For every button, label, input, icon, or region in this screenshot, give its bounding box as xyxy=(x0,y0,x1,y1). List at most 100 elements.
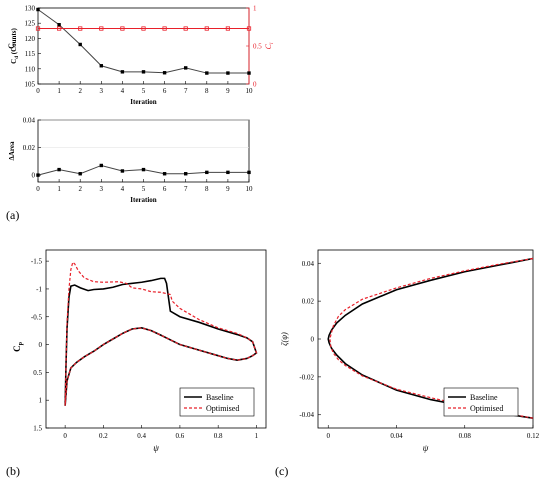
panel-label-c: (c) xyxy=(275,464,289,478)
a-top-cd-marker xyxy=(57,23,61,27)
a-top-y-right-label: Cl xyxy=(264,42,275,49)
a-top-x-tick-label: 5 xyxy=(142,87,146,95)
a-top-cl-marker xyxy=(162,26,167,31)
a-top-cl-marker xyxy=(35,26,41,31)
b-x-axis-label: ψ xyxy=(153,443,159,453)
a-top-cd-marker xyxy=(78,42,82,47)
a-bottom-area-marker xyxy=(247,170,251,175)
a-bottom-x-tick-label: 9 xyxy=(226,185,230,193)
panel-label-b: (b) xyxy=(6,464,20,478)
c-y-tick-label: -0.04 xyxy=(299,411,314,419)
a-top-x-tick-label: 9 xyxy=(226,87,230,95)
a-bottom-area-marker xyxy=(120,169,125,173)
a-top-x-tick-label: 2 xyxy=(78,87,82,95)
a-bottom-area-marker xyxy=(57,167,61,172)
a-top-cl-marker xyxy=(246,26,252,31)
a-bottom-area-marker xyxy=(36,173,40,177)
b-legend-label: Optimised xyxy=(206,404,239,413)
b-y-tick-label: -1 xyxy=(36,285,42,293)
a-top-cl-marker xyxy=(99,26,104,31)
a-top-yr-tick-label: 1 xyxy=(253,5,257,13)
a-bottom-x-tick-label: 4 xyxy=(121,185,125,193)
a-bottom-y-tick-label: 0.02 xyxy=(23,144,36,152)
c-x-tick-label: 0.12 xyxy=(527,432,540,440)
a-top-cl-marker xyxy=(57,26,62,31)
a-top-x-tick-label: 1 xyxy=(57,87,61,95)
c-y-tick-label: 0 xyxy=(311,336,315,344)
a-bottom-x-tick-label: 10 xyxy=(246,185,254,193)
c-legend-box xyxy=(443,387,519,417)
c-legend-label: Baseline xyxy=(470,393,498,402)
b-legend-label: Baseline xyxy=(206,393,234,402)
a-top-x-tick-label: 6 xyxy=(163,87,167,95)
b-baseline-curve xyxy=(64,277,258,406)
a-top-y-tick-label: 115 xyxy=(25,50,36,58)
c-x-tick-label: 0.08 xyxy=(459,432,472,440)
c-optimised-curve xyxy=(329,257,534,419)
a-bottom-x-tick-label: 0 xyxy=(36,185,40,193)
b-x-tick-label: 0.2 xyxy=(99,432,108,440)
a-top-cl-marker xyxy=(204,26,209,31)
a-top-cd-marker xyxy=(247,71,251,75)
a-top-x-tick-label: 3 xyxy=(100,87,104,95)
a-top-x-tick-label: 4 xyxy=(121,87,125,95)
c-y-tick-label: 0.02 xyxy=(302,298,315,306)
a-top-yr-tick-label: 0.5 xyxy=(253,43,262,51)
a-top-y-tick-label: 125 xyxy=(25,20,36,28)
c-x-axis-label: ψ xyxy=(423,443,429,453)
a-top-x-tick-label: 7 xyxy=(184,87,188,95)
a-top-cd-marker xyxy=(141,70,146,74)
a-top-x-tick-label: 8 xyxy=(205,87,209,95)
a-top-cl-marker xyxy=(225,26,230,31)
a-bottom-x-tick-label: 1 xyxy=(57,185,61,193)
b-x-tick-label: 0.8 xyxy=(214,432,223,440)
a-bottom-x-axis-label: Iteration xyxy=(130,196,157,204)
a-top-y-tick-label: 110 xyxy=(25,65,36,73)
a-bottom-area-marker xyxy=(184,172,188,176)
a-bottom-y-tick-label: 0 xyxy=(32,172,36,180)
a-top-cd-line xyxy=(37,9,249,74)
a-top-cd-marker xyxy=(120,70,125,74)
a-bottom-area-marker xyxy=(78,172,82,176)
a-bottom-area-marker xyxy=(205,170,209,175)
c-legend-label: Optimised xyxy=(470,404,503,413)
a-top-cd-marker xyxy=(36,7,40,12)
b-optimised-curve xyxy=(64,261,258,406)
b-y-axis-label: Cp xyxy=(12,341,24,352)
a-bottom-x-tick-label: 6 xyxy=(163,185,167,193)
b-y-tick-label: 0.5 xyxy=(33,369,42,377)
a-bottom-x-tick-label: 5 xyxy=(142,185,146,193)
a-top-yr-tick-label: 0 xyxy=(253,81,257,89)
a-bottom-x-tick-label: 3 xyxy=(100,185,104,193)
a-bottom-x-tick-label: 8 xyxy=(205,185,209,193)
a-top-y-label-rich: Cd (Counts) xyxy=(10,28,20,64)
b-y-tick-label: -0.5 xyxy=(31,313,43,321)
a-top-y-axis-label: C xyxy=(7,43,16,49)
a-bottom-area-marker xyxy=(141,167,146,172)
b-x-tick-label: 0.6 xyxy=(176,432,185,440)
c-baseline-curve xyxy=(327,257,534,419)
a-top-cl-marker xyxy=(120,26,125,31)
panel-label-a: (a) xyxy=(6,208,20,222)
a-top-x-tick-label: 0 xyxy=(36,87,40,95)
c-y-tick-label: 0.04 xyxy=(302,260,315,268)
a-bottom-area-marker xyxy=(99,163,103,168)
c-x-tick-label: 0 xyxy=(326,432,330,440)
a-top-cd-marker xyxy=(162,71,167,75)
a-bottom-area-marker xyxy=(162,172,167,176)
b-x-tick-label: 0 xyxy=(63,432,67,440)
a-top-cl-marker xyxy=(141,26,146,31)
a-bottom-x-tick-label: 2 xyxy=(78,185,82,193)
a-top-y-tick-label: 105 xyxy=(25,81,36,89)
b-x-tick-label: 0.4 xyxy=(137,432,146,440)
b-plot-frame xyxy=(45,249,267,429)
b-y-tick-label: 0 xyxy=(39,341,43,349)
a-bottom-y-tick-label: 0.04 xyxy=(23,117,36,125)
a-top-cl-marker xyxy=(183,26,188,31)
a-bottom-y-axis-label: ΔArea xyxy=(8,141,16,161)
b-x-tick-label: 1 xyxy=(255,432,259,440)
a-top-y-tick-label: 120 xyxy=(25,35,36,43)
a-top-cd-marker xyxy=(99,64,103,68)
b-y-tick-label: -1.5 xyxy=(31,258,43,266)
